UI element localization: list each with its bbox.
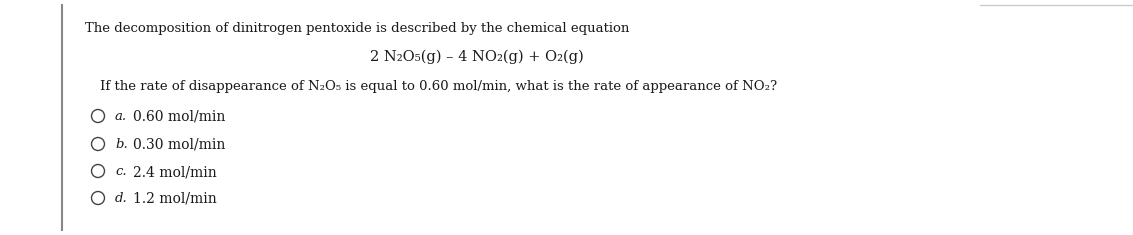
Text: b.: b. — [116, 138, 128, 151]
Text: 0.60 mol/min: 0.60 mol/min — [133, 110, 225, 124]
Text: The decomposition of dinitrogen pentoxide is described by the chemical equation: The decomposition of dinitrogen pentoxid… — [85, 22, 629, 35]
Text: c.: c. — [116, 165, 127, 178]
Text: If the rate of disappearance of N₂O₅ is equal to 0.60 mol/min, what is the rate : If the rate of disappearance of N₂O₅ is … — [100, 80, 777, 93]
Text: 2 N₂O₅(g) – 4 NO₂(g) + O₂(g): 2 N₂O₅(g) – 4 NO₂(g) + O₂(g) — [370, 50, 583, 64]
Text: 0.30 mol/min: 0.30 mol/min — [133, 138, 225, 152]
Text: d.: d. — [116, 192, 128, 205]
Text: 1.2 mol/min: 1.2 mol/min — [133, 192, 216, 206]
Text: 2.4 mol/min: 2.4 mol/min — [133, 165, 216, 179]
Text: a.: a. — [116, 110, 127, 123]
